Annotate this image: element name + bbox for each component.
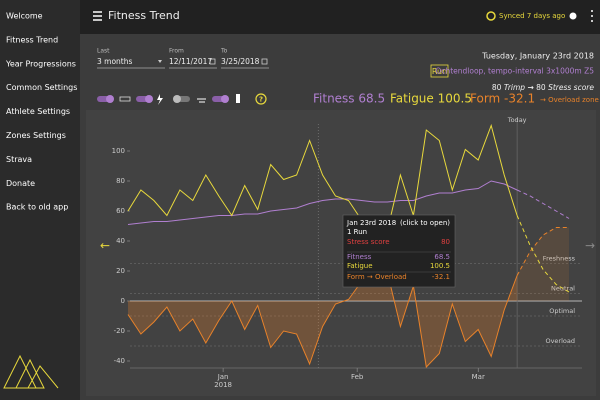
today-label: Today [507,116,527,124]
zone-label: → Overload zone [540,96,599,104]
activity-name[interactable]: Ochtendloop, tempo-interval 3x1000m Z5 [435,67,594,76]
tooltip-row-label[interactable]: Fatigue [347,262,373,270]
theme-icon[interactable] [569,12,577,20]
last-label: Last [97,48,110,55]
menu-item[interactable]: Zones Settings [6,131,66,140]
form-area [517,227,570,301]
series-line [516,189,570,219]
fitness-metric: Fitness 68.5 [313,92,385,106]
select-arrow [158,60,162,63]
series-line [127,180,518,225]
calendar-icon[interactable] [261,58,268,65]
tooltip-date[interactable]: Jan 23rd 2018 [346,219,396,227]
chart-panel [86,110,596,396]
tooltip[interactable]: Jan 23rd 2018 (click to open) 1 Run Stress … [342,214,456,288]
stress-label: Stress score [548,83,594,92]
menu-item[interactable]: Common Settings [6,83,77,92]
menu-item[interactable]: Year Progressions [5,59,76,68]
tooltip-row-value[interactable]: 100.5 [430,262,450,270]
y-tick-label: 20 [116,267,125,275]
menu-item[interactable]: Back to old app [6,203,68,212]
y-tick-label: -20 [114,327,125,335]
x-tick-sublabel: 2018 [214,381,232,389]
tooltip-row-value[interactable]: 68.5 [434,253,450,261]
menu-icon[interactable] [93,11,102,21]
y-tick-label: 80 [116,177,125,185]
stress-value: 80 [536,83,546,92]
arrow: → [527,83,533,92]
activity-type[interactable]: Run [432,67,447,76]
y-tick-label: 40 [116,237,125,245]
form-metric: Form -32.1 [470,92,535,106]
menu-item[interactable]: Welcome [6,12,43,21]
tooltip-row-label[interactable]: Stress score [347,238,390,246]
menu-item[interactable]: Strava [6,155,32,164]
form-area [127,263,518,367]
series-line [127,123,518,241]
y-tick-label: 100 [112,147,125,155]
from-date[interactable]: 12/11/2017 [169,57,212,66]
trimp-label: Trimp [504,83,525,92]
series-line [127,262,518,369]
y-tick-label: -40 [114,357,125,365]
trimp-value: 80 [492,83,502,92]
more-icon[interactable] [591,10,593,22]
tooltip-count[interactable]: 1 Run [347,228,367,236]
sync-icon[interactable] [486,11,496,21]
from-label: From [169,48,184,55]
zone-label: Freshness [543,255,576,263]
tooltip-hint[interactable]: (click to open) [400,219,450,227]
x-tick-label: Mar [472,373,485,381]
to-label: To [220,48,228,55]
help-text[interactable]: ? [259,96,263,104]
tooltip-row-value[interactable]: 80 [441,238,450,246]
to-date[interactable]: 3/25/2018 [221,57,260,66]
zone-label: Optimal [549,307,575,315]
series-line [516,215,570,293]
page-title: Fitness Trend [108,9,180,22]
menu-item[interactable]: Donate [6,179,35,188]
prev-arrow[interactable]: ← [100,239,110,253]
x-tick-label: Jan [217,373,229,381]
zone-label: Overload [545,337,575,345]
type-box [430,64,449,78]
activity-date: Tuesday, January 23rd 2018 [481,52,594,61]
calendar-icon[interactable] [209,58,216,65]
stress-line: 80 Trimp → 80 Stress score [492,83,594,92]
tooltip-row-value[interactable]: -32.1 [432,273,450,281]
tooltip-row-label[interactable]: Form → Overload [347,273,407,281]
y-tick-label: 0 [121,297,125,305]
top-bar [80,0,600,34]
menu-item[interactable]: Fitness Trend [6,35,58,44]
tooltip-box[interactable] [342,214,456,288]
logo [3,354,59,389]
x-tick-label: Feb [351,373,364,381]
menu-item[interactable]: Athlete Settings [6,107,70,116]
last-select[interactable]: 3 months [97,57,132,66]
sidebar-menu: Welcome Fitness Trend Year Progressions Com… [5,12,77,212]
fatigue-metric: Fatigue 100.5 [390,92,472,106]
sync-status[interactable]: Synced 7 days ago [499,12,565,20]
sidebar [0,0,80,400]
next-arrow[interactable]: → [585,239,595,253]
tooltip-row-label[interactable]: Fitness [347,253,372,261]
toggles[interactable] [97,94,240,105]
help-icon[interactable] [255,93,267,105]
y-tick-label: 60 [116,207,125,215]
